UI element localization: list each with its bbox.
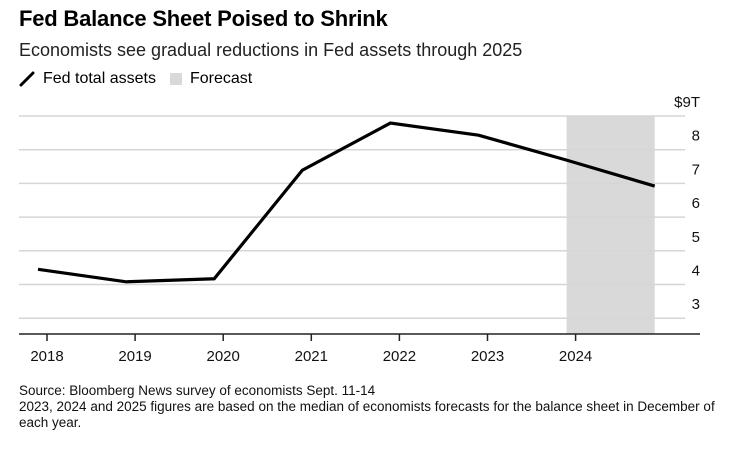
y-tick-label: 5	[692, 229, 700, 246]
legend: Fed total assets Forecast	[19, 70, 266, 88]
gridlines	[19, 115, 685, 319]
legend-label: Forecast	[189, 70, 253, 87]
series-line-fed-total-assets	[37, 121, 656, 284]
y-tick-label: 4	[692, 263, 700, 280]
x-axis	[19, 333, 700, 341]
x-axis-labels: 2018 2019 2020 2021 2022 2023 2024	[30, 348, 592, 365]
y-tick-label: 6	[692, 195, 700, 212]
legend-item-fed-total-assets: Fed total assets	[19, 70, 156, 88]
x-tick-label: 2021	[295, 348, 328, 365]
legend-item-forecast: Forecast	[169, 70, 253, 88]
chart-subtitle: Economists see gradual reductions in Fed…	[19, 40, 523, 60]
y-tick-label: 7	[692, 161, 700, 178]
x-tick-label: 2019	[118, 348, 151, 365]
y-tick-label: $9T	[674, 94, 700, 111]
forecast-band-layer	[566, 116, 655, 334]
x-tick-label: 2018	[30, 348, 63, 365]
y-tick-label: 8	[692, 128, 700, 145]
y-tick-label: 3	[692, 296, 700, 313]
x-tick-label: 2023	[471, 348, 504, 365]
series-layer	[37, 121, 656, 284]
legend-label: Fed total assets	[43, 70, 156, 87]
x-tick-label: 2020	[207, 348, 240, 365]
methodology-note: 2023, 2024 and 2025 figures are based on…	[19, 399, 715, 430]
x-tick-label: 2022	[383, 348, 416, 365]
swatch-icon	[169, 73, 182, 85]
line-icon	[19, 71, 35, 87]
chart-title: Fed Balance Sheet Poised to Shrink	[19, 6, 388, 31]
forecast-band	[566, 116, 655, 334]
footer: Source: Bloomberg News survey of economi…	[19, 383, 719, 431]
x-tick-label: 2024	[559, 348, 592, 365]
source-note: Source: Bloomberg News survey of economi…	[19, 383, 376, 398]
y-axis-labels: $9T 8 7 6 5 4 3	[674, 94, 700, 313]
